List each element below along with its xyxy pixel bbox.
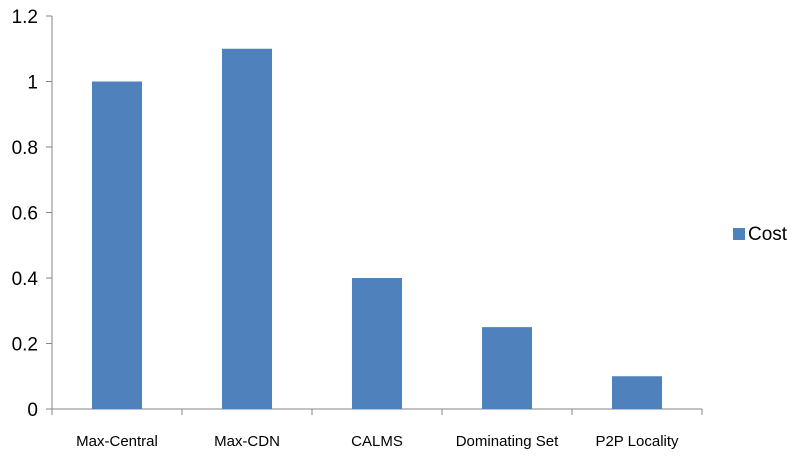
x-axis: Max-Central Max-CDN CALMS Dominating Set P2P… <box>51 408 703 450</box>
bar-max-central <box>91 81 143 409</box>
bar-p2p-locality <box>611 376 663 409</box>
y-tick-label: 0.2 <box>12 335 38 356</box>
legend-label: Cost <box>748 224 788 245</box>
y-tick-label: 0.6 <box>12 204 38 225</box>
y-axis: 0 0.2 0.4 0.6 0.8 1 1.2 <box>12 7 53 421</box>
x-category-label: Max-CDN <box>214 433 280 450</box>
y-tick-label: 0 <box>27 400 38 421</box>
bar-max-cdn <box>221 48 273 409</box>
x-category-label: P2P Locality <box>595 433 679 450</box>
y-tick-label: 0.4 <box>12 269 39 290</box>
y-tick-label: 1.2 <box>12 7 38 28</box>
y-tick-label: 0.8 <box>12 138 38 159</box>
x-category-label: Max-Central <box>76 433 158 450</box>
bar-calms <box>351 278 403 409</box>
bar-dominating-set <box>481 327 533 409</box>
y-tick-label: 1 <box>27 73 38 94</box>
bars <box>91 48 663 409</box>
x-category-label: CALMS <box>351 433 403 450</box>
x-category-label: Dominating Set <box>456 433 559 450</box>
legend: Cost <box>733 224 788 245</box>
legend-swatch <box>733 228 745 240</box>
